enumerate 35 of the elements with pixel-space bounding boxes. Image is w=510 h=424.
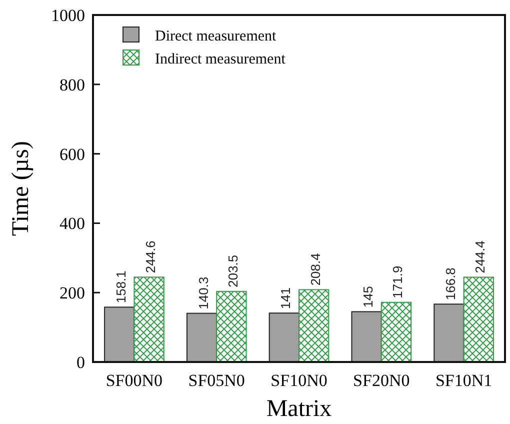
x-tick-label: SF00N0 xyxy=(106,371,163,390)
bar xyxy=(104,306,135,362)
data-label: 158.1 xyxy=(113,270,128,304)
x-tick-label: SF05N0 xyxy=(188,371,245,390)
y-axis-title: Time (µs) xyxy=(8,141,34,236)
data-label: 208.4 xyxy=(308,253,323,286)
bar xyxy=(186,312,218,362)
y-tick-label: 1000 xyxy=(51,6,85,25)
legend-label: Indirect measurement xyxy=(155,51,286,68)
x-axis-title: Matrix xyxy=(266,396,332,422)
y-tick-label: 800 xyxy=(60,75,85,94)
data-label: 171.9 xyxy=(390,266,406,298)
bar xyxy=(216,290,247,362)
bar xyxy=(351,311,382,362)
data-label: 244.6 xyxy=(143,240,158,274)
y-tick-label: 400 xyxy=(60,214,85,234)
bar xyxy=(298,289,330,362)
y-tick-label: 200 xyxy=(60,284,85,303)
x-tick-label: SF10N1 xyxy=(435,371,492,390)
bar xyxy=(268,312,300,362)
bar xyxy=(463,276,494,362)
data-label: 244.4 xyxy=(472,240,488,274)
bar xyxy=(380,302,412,362)
data-label: 203.5 xyxy=(225,254,240,288)
data-label: 141 xyxy=(278,287,294,310)
data-label: 140.3 xyxy=(196,276,211,310)
bar xyxy=(434,304,464,362)
y-tick-label: 600 xyxy=(60,144,85,164)
bar xyxy=(134,276,164,362)
legend-label: Direct measurement xyxy=(155,28,278,44)
x-tick-label: SF20N0 xyxy=(353,371,410,390)
data-label: 145 xyxy=(360,286,376,308)
x-tick-label: SF10N0 xyxy=(270,371,328,390)
data-label: 166.8 xyxy=(442,268,458,300)
y-tick-label: 0 xyxy=(76,352,85,372)
